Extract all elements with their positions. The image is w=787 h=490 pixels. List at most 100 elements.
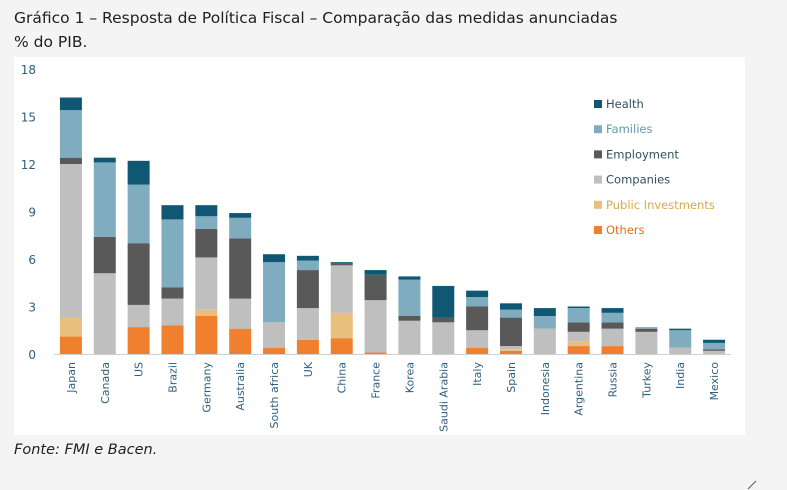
category-label: UK — [302, 361, 315, 377]
bar-segment — [466, 306, 489, 331]
legend-swatch — [594, 100, 602, 108]
chart-title-block: Gráfico 1 – Resposta de Política Fiscal … — [14, 6, 617, 54]
bar-segment — [398, 276, 421, 280]
bar-segment — [601, 312, 624, 323]
bar-segment — [229, 328, 252, 354]
bar-segment — [499, 317, 522, 347]
bar-segment — [59, 110, 82, 158]
bar-segment — [127, 184, 150, 244]
category-label: Spain — [505, 362, 518, 393]
bar-segment — [703, 349, 726, 351]
category-label: Mexico — [708, 362, 721, 401]
category-label: Argentina — [573, 362, 586, 416]
bar-segment — [432, 317, 455, 323]
bar-segment — [364, 270, 387, 275]
legend-label: Families — [606, 122, 652, 136]
bar-segment — [466, 297, 489, 307]
category-label: China — [336, 362, 349, 393]
bar-segment — [127, 304, 150, 328]
bar-segment — [669, 330, 692, 348]
bar-segment — [466, 290, 489, 297]
bar-segment — [263, 262, 286, 323]
bar-segment — [195, 228, 218, 258]
bar-segment — [432, 285, 455, 318]
category-label: Canada — [99, 362, 112, 404]
bar-segment — [127, 243, 150, 305]
legend-label: Public Investments — [606, 198, 715, 212]
bar-segment — [263, 347, 286, 354]
bar-segment — [59, 97, 82, 111]
legend-swatch — [594, 125, 602, 134]
category-label: Korea — [403, 362, 416, 393]
category-label: South africa — [268, 362, 281, 428]
legend-label: Health — [606, 97, 644, 111]
bar-segment — [195, 316, 218, 354]
bar-segment — [93, 236, 116, 274]
legend-label: Companies — [606, 173, 670, 187]
bar-segment — [703, 339, 726, 343]
bar-segment — [703, 342, 726, 350]
bar-segment — [161, 287, 184, 299]
category-label: Italy — [471, 362, 484, 386]
y-tick-label: 15 — [21, 111, 36, 125]
bar-segment — [296, 308, 319, 340]
bar-segment — [296, 270, 319, 309]
legend-label: Others — [606, 223, 645, 237]
bar-segment — [59, 164, 82, 318]
bar-segment — [533, 328, 556, 354]
bar-segment — [601, 322, 624, 329]
category-label: Russia — [607, 362, 620, 397]
bar-segment — [398, 320, 421, 354]
bar-segment — [296, 260, 319, 271]
y-tick-label: 18 — [21, 63, 36, 77]
bar-segment — [567, 306, 590, 309]
category-label: Indonesia — [539, 362, 552, 415]
y-tick-label: 3 — [28, 301, 36, 315]
bar-segment — [364, 300, 387, 353]
bar-segment — [567, 308, 590, 323]
bar-segment — [466, 347, 489, 354]
category-label: Australia — [234, 362, 247, 411]
category-label: Turkey — [640, 362, 653, 399]
bar-segment — [432, 322, 455, 354]
bar-segment — [499, 350, 522, 354]
bar-segment — [398, 316, 421, 321]
category-label: India — [674, 362, 687, 389]
bar-segment — [127, 160, 150, 185]
bar-segment — [398, 279, 421, 316]
bar-segment — [93, 162, 116, 237]
bar-segment — [93, 273, 116, 354]
bar-segment — [161, 298, 184, 326]
resize-grip-icon[interactable] — [747, 480, 757, 490]
legend-swatch — [594, 150, 602, 159]
bar-segment — [499, 346, 522, 350]
chart-subtitle: % do PIB. — [14, 33, 88, 51]
legend-swatch — [594, 226, 602, 234]
bar-segment — [263, 322, 286, 348]
chart-title: Gráfico 1 – Resposta de Política Fiscal … — [14, 9, 618, 27]
y-tick-label: 9 — [28, 206, 36, 220]
bar-segment — [635, 328, 658, 332]
bar-segment — [330, 312, 353, 339]
bar-segment — [93, 157, 116, 163]
bar-segment — [330, 262, 353, 264]
category-label: France — [370, 362, 383, 399]
bar-segment — [567, 331, 590, 342]
bar-segment — [59, 336, 82, 354]
y-tick-label: 0 — [28, 348, 36, 362]
bar-segment — [635, 327, 658, 329]
bar-segment — [567, 341, 590, 347]
bar-segment — [229, 298, 252, 329]
bar-segment — [533, 316, 556, 329]
bar-segment — [330, 265, 353, 313]
bar-segment — [59, 317, 82, 337]
bar-segment — [127, 327, 150, 354]
bar-segment — [59, 157, 82, 164]
legend-label: Employment — [606, 147, 679, 161]
bar-segment — [263, 254, 286, 263]
chart-panel: 0 3 6 9 12 15 18 Japan Canada US Brazil Germany Aust… — [14, 57, 757, 490]
bar-segment — [499, 303, 522, 310]
category-label: Saudi Arabia — [437, 362, 450, 432]
bar-segment — [466, 330, 489, 348]
legend-swatch — [594, 175, 602, 184]
